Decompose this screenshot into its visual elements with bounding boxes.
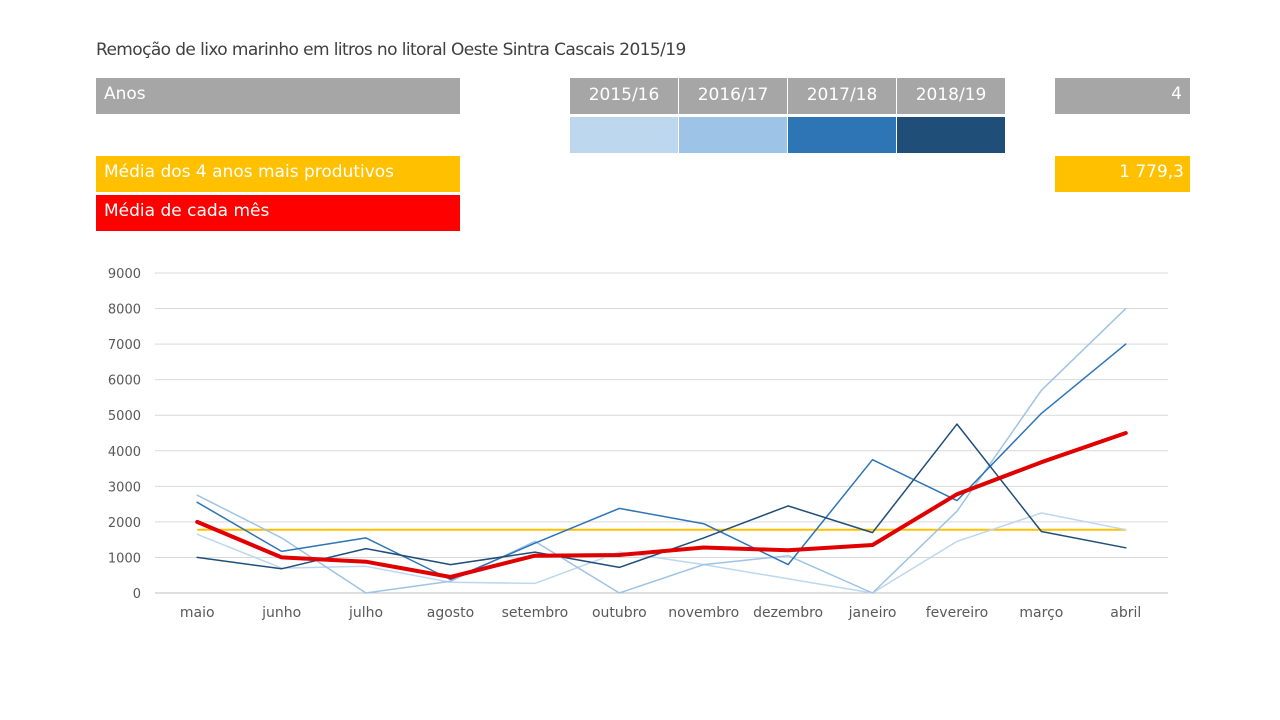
y-tick-label: 9000 [108, 267, 141, 282]
monthly-mean-label: Média de cada mês [96, 195, 460, 231]
x-tick-label: setembro [502, 605, 569, 621]
x-tick-label: fevereiro [926, 605, 988, 621]
x-tick-label: abril [1110, 605, 1141, 621]
series-line-2015-16 [196, 512, 1127, 594]
series-line-2018-19 [196, 423, 1127, 570]
y-tick-label: 8000 [108, 303, 141, 318]
years-count: 4 [1055, 78, 1190, 114]
year-swatch-2018-19 [897, 117, 1005, 153]
average-top4-label: Média dos 4 anos mais produtivos [96, 156, 460, 192]
year-label-2016-17: 2016/17 [679, 78, 787, 114]
x-tick-label: maio [180, 605, 215, 621]
x-tick-label: junho [261, 605, 301, 621]
series-line-2017-18 [196, 343, 1127, 581]
x-tick-label: novembro [668, 605, 739, 621]
year-label-2018-19: 2018/19 [897, 78, 1005, 114]
y-tick-label: 0 [133, 587, 141, 602]
year-swatch-2015-16 [570, 117, 678, 153]
year-swatch-2017-18 [788, 117, 896, 153]
y-tick-label: 3000 [108, 480, 141, 495]
years-header: Anos [96, 78, 460, 114]
x-tick-label: março [1019, 605, 1063, 621]
x-tick-label: dezembro [753, 605, 823, 621]
year-label-2017-18: 2017/18 [788, 78, 896, 114]
y-tick-label: 5000 [108, 409, 141, 424]
x-tick-label: julho [348, 605, 383, 621]
y-tick-label: 2000 [108, 516, 141, 531]
year-swatch-2016-17 [679, 117, 787, 153]
series-line-2016-17 [196, 307, 1127, 594]
x-tick-label: janeiro [848, 605, 897, 621]
y-tick-label: 6000 [108, 374, 141, 389]
average-top4-value: 1 779,3 [1055, 156, 1190, 192]
y-tick-label: 7000 [108, 338, 141, 353]
series-line-monthly-mean [195, 431, 1128, 579]
y-tick-label: 4000 [108, 445, 141, 460]
y-tick-label: 1000 [108, 551, 141, 566]
x-tick-label: outubro [592, 605, 647, 621]
x-tick-label: agosto [427, 605, 474, 621]
year-label-2015-16: 2015/16 [570, 78, 678, 114]
chart-title: Remoção de lixo marinho em litros no lit… [96, 40, 686, 60]
